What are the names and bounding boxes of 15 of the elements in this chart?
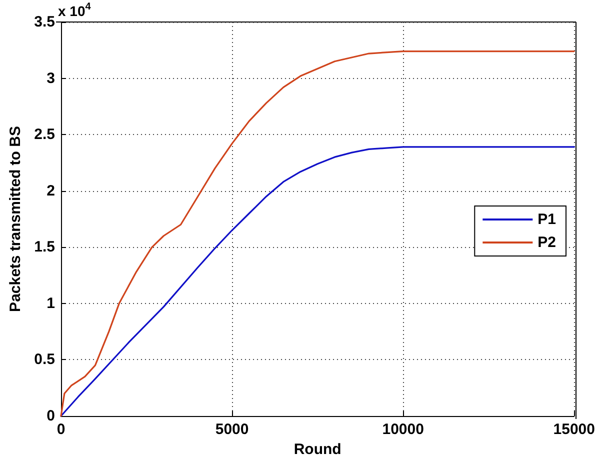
y-tick-label: 2.5 xyxy=(34,126,55,144)
legend-label: P1 xyxy=(538,211,556,228)
x-tick-label: 15000 xyxy=(553,421,596,438)
y-tick-label: 1.5 xyxy=(34,238,55,256)
y-tick-label: 3 xyxy=(46,70,55,87)
y-tick-label: 2 xyxy=(46,182,55,200)
y-tick-label: 0.5 xyxy=(34,351,55,368)
y-tick-label: 1 xyxy=(46,294,55,312)
y-tick-label: 3.5 xyxy=(34,14,55,30)
x-tick-label: 5000 xyxy=(215,421,249,438)
y-axis-title: Packets transmitted to BS xyxy=(7,126,24,312)
legend-label: P2 xyxy=(538,234,556,251)
x-tick-label: 10000 xyxy=(382,421,424,438)
y-tick-label: 0 xyxy=(46,408,55,424)
x-axis-title: Round xyxy=(294,441,342,458)
